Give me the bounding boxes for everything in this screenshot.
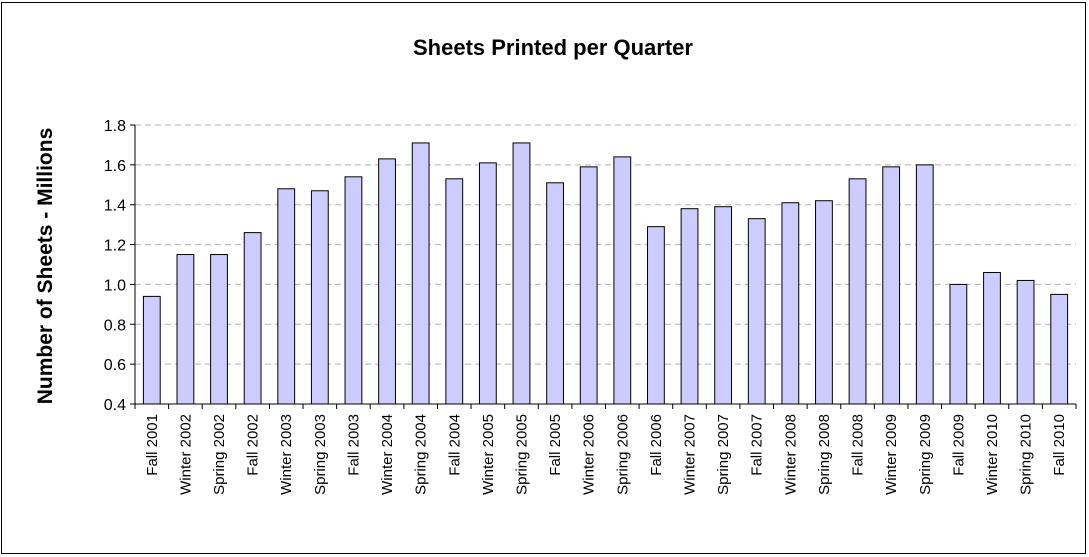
y-tick-label: 1.4 xyxy=(104,198,126,215)
x-tick-label: Winter 2007 xyxy=(682,414,699,495)
bar xyxy=(747,218,766,405)
y-tick-labels: 0.4 0.6 0.8 1.0 1.2 1.4 1.6 1.8 xyxy=(104,118,126,414)
bar xyxy=(344,176,363,405)
x-tick-label: Winter 2004 xyxy=(379,414,396,495)
bar xyxy=(445,178,464,405)
x-tick-label: Winter 2002 xyxy=(177,414,194,495)
y-tick-label: 1.0 xyxy=(104,277,126,294)
x-tick-label: Spring 2006 xyxy=(614,414,631,495)
x-tick-label: Spring 2002 xyxy=(211,414,228,495)
bar xyxy=(546,182,564,405)
x-tick-label: Spring 2007 xyxy=(715,414,732,495)
x-tick-label: Spring 2010 xyxy=(1018,414,1035,495)
x-tick-label: Spring 2003 xyxy=(312,414,329,495)
x-tick-label: Winter 2009 xyxy=(883,414,900,495)
bars xyxy=(142,142,1069,405)
bar xyxy=(411,142,430,405)
bar xyxy=(680,208,699,405)
y-tick-label: 1.6 xyxy=(104,158,126,175)
bar xyxy=(378,158,396,405)
x-tick-label: Fall 2005 xyxy=(547,414,564,476)
y-tick-label: 1.8 xyxy=(104,118,126,135)
x-tick-label: Fall 2007 xyxy=(749,414,766,476)
y-tick-label: 1.2 xyxy=(104,238,126,255)
bar xyxy=(310,190,329,405)
x-tick-label: Winter 2008 xyxy=(782,414,799,495)
bar xyxy=(243,232,262,405)
bar xyxy=(210,254,228,405)
y-tick-label: 0.6 xyxy=(104,357,126,374)
x-tick-label: Winter 2003 xyxy=(278,414,295,495)
bar xyxy=(781,202,800,405)
bar xyxy=(579,166,598,405)
bar xyxy=(983,271,1001,405)
x-tick-label: Spring 2009 xyxy=(917,414,934,495)
y-axis-label: Number of Sheets - Millions xyxy=(34,128,57,405)
x-tick-label: Winter 2006 xyxy=(581,414,598,495)
bar xyxy=(915,164,934,405)
x-tick-label: Fall 2009 xyxy=(950,414,967,476)
bar xyxy=(1050,293,1069,405)
x-tick-label: Fall 2002 xyxy=(245,414,262,476)
x-tick-label: Fall 2008 xyxy=(850,414,867,476)
x-tick-label: Fall 2003 xyxy=(345,414,362,476)
bar xyxy=(949,283,968,405)
x-tick-label: Spring 2004 xyxy=(413,414,430,495)
bar xyxy=(714,206,733,405)
bar xyxy=(1016,279,1035,405)
bar xyxy=(882,166,901,405)
x-tick-label: Winter 2005 xyxy=(480,414,497,495)
y-tick-label: 0.8 xyxy=(104,317,126,334)
bar xyxy=(848,178,867,405)
y-tick-label: 0.4 xyxy=(104,397,126,414)
x-tick-labels: Fall 2001 Winter 2002 Spring 2002 Fall 2002… xyxy=(144,414,1068,495)
bar xyxy=(142,295,161,405)
bar xyxy=(647,226,665,405)
bar xyxy=(478,162,497,405)
x-tick-label: Fall 2010 xyxy=(1051,414,1068,476)
bar xyxy=(277,188,296,405)
x-tick-label: Spring 2008 xyxy=(816,414,833,495)
axes xyxy=(130,124,1077,409)
x-tick-label: Winter 2010 xyxy=(984,414,1001,495)
x-tick-label: Fall 2001 xyxy=(144,414,161,476)
bar xyxy=(815,200,833,405)
bar xyxy=(512,142,531,405)
chart-title: Sheets Printed per Quarter xyxy=(413,35,693,60)
x-tick-label: Fall 2004 xyxy=(446,414,463,476)
gridlines xyxy=(135,124,1076,365)
bar xyxy=(613,156,632,405)
x-tick-label: Fall 2006 xyxy=(648,414,665,476)
x-tick-label: Spring 2005 xyxy=(513,414,530,495)
bar xyxy=(176,254,195,405)
